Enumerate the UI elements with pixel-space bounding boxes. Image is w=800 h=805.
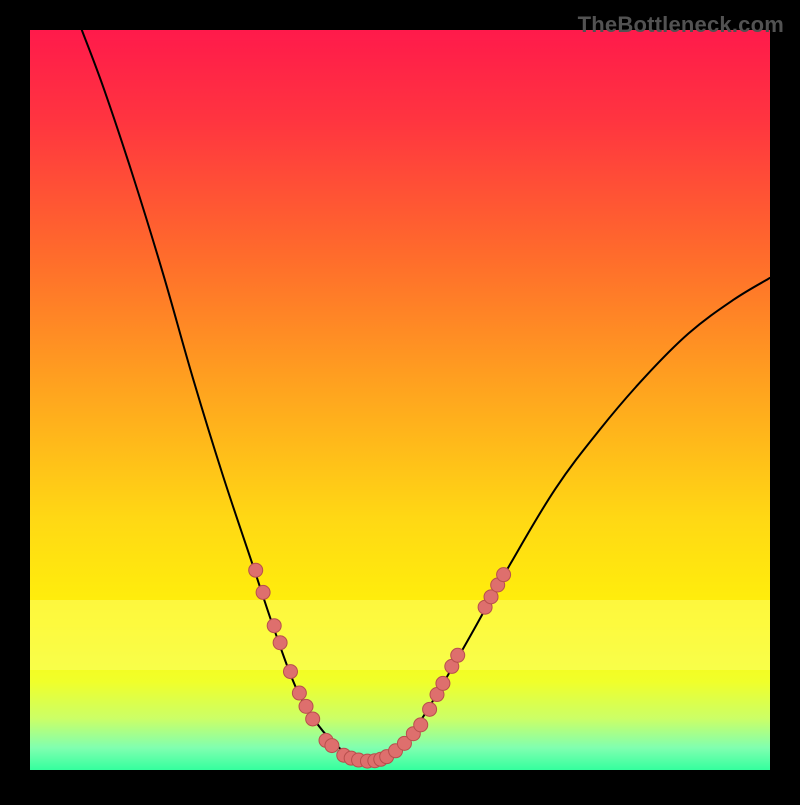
- chart-svg: [0, 0, 800, 800]
- data-marker: [256, 585, 270, 599]
- data-marker: [273, 636, 287, 650]
- chart-container: [0, 0, 800, 800]
- watermark-text: TheBottleneck.com: [578, 12, 784, 38]
- data-marker: [306, 712, 320, 726]
- data-marker: [325, 739, 339, 753]
- data-marker: [283, 665, 297, 679]
- data-marker: [292, 686, 306, 700]
- overlay-band: [30, 600, 770, 670]
- data-marker: [299, 699, 313, 713]
- data-marker: [423, 702, 437, 716]
- data-marker: [451, 648, 465, 662]
- data-marker: [436, 676, 450, 690]
- data-marker: [249, 563, 263, 577]
- data-marker: [414, 718, 428, 732]
- data-marker: [267, 619, 281, 633]
- data-marker: [497, 568, 511, 582]
